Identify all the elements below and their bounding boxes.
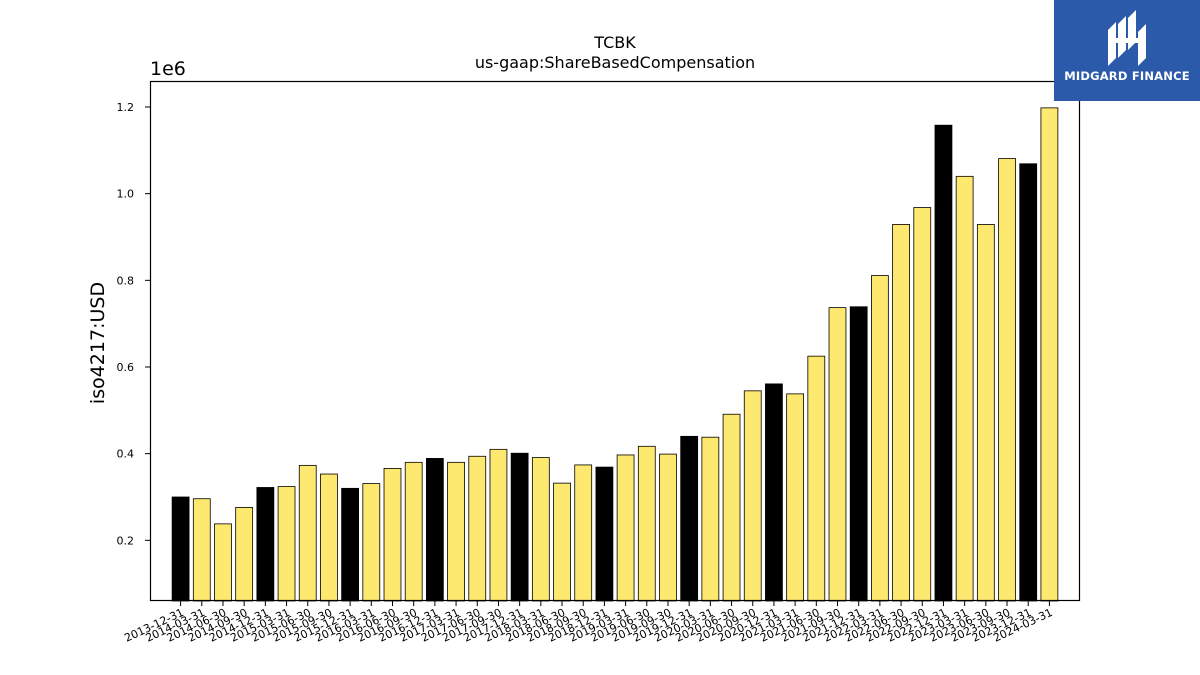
bar-2020-06-30 — [722, 413, 741, 602]
bar-2023-06-30 — [976, 224, 995, 602]
bar-2018-09-30 — [574, 464, 593, 602]
bar-2020-03-31 — [701, 436, 720, 602]
y-axis-label: iso4217:USD — [87, 282, 109, 404]
bar-2022-09-30 — [913, 207, 932, 602]
y-tick-label: 0.4 — [117, 448, 135, 461]
bar-2018-12-31 — [595, 466, 614, 602]
bar-2021-06-30 — [807, 355, 826, 602]
bar-2024-03-31 — [1040, 107, 1059, 602]
bar-2020-09-30 — [743, 390, 762, 602]
bar-2015-09-30 — [320, 473, 338, 602]
bars-group — [171, 107, 1059, 602]
bar-2022-12-31 — [934, 124, 953, 602]
bar-2022-03-31 — [871, 275, 889, 602]
bar-2017-09-30 — [489, 448, 508, 602]
bar-2016-12-31 — [425, 458, 444, 602]
bar-2015-06-30 — [298, 464, 317, 602]
y-tick-label: 1.0 — [117, 188, 135, 201]
bar-2021-03-31 — [786, 393, 804, 602]
bar-2017-06-30 — [468, 455, 487, 602]
y-offset-label: 1e6 — [150, 58, 186, 80]
bar-2018-03-31 — [531, 457, 550, 602]
bar-2018-06-30 — [553, 482, 571, 602]
bar-2019-03-31 — [616, 454, 635, 602]
y-tick-label: 0.2 — [117, 534, 135, 547]
bar-2014-09-30 — [235, 506, 254, 602]
brand-name: MIDGARD FINANCE — [1064, 69, 1190, 83]
bar-2015-03-31 — [277, 486, 296, 602]
chart-title: TCBK — [593, 33, 636, 52]
bar-2014-03-31 — [192, 498, 211, 602]
x-axis: 2013-12-312014-03-312014-06-302014-09-30… — [122, 601, 1055, 645]
bar-2020-12-31 — [765, 383, 783, 602]
y-tick-label: 0.6 — [117, 361, 135, 374]
bar-2016-03-31 — [362, 483, 381, 602]
bar-2015-12-31 — [341, 487, 359, 602]
y-tick-label: 1.2 — [117, 101, 135, 114]
bar-2021-12-31 — [849, 306, 868, 602]
bar-2023-03-31 — [955, 175, 974, 602]
midgard-logo-icon — [1108, 10, 1146, 66]
plot-frame — [149, 80, 1081, 602]
bar-2017-03-31 — [447, 461, 465, 602]
bar-2013-12-31 — [171, 496, 190, 602]
bar-2023-12-31 — [1019, 163, 1038, 602]
bar-2016-09-30 — [404, 461, 423, 602]
bar-2019-09-30 — [659, 453, 677, 602]
bar-2014-06-30 — [214, 523, 232, 602]
bar-2021-09-30 — [828, 307, 847, 602]
bar-2022-06-30 — [892, 224, 910, 602]
bar-2017-12-31 — [510, 452, 529, 602]
bar-2016-06-30 — [383, 467, 402, 602]
y-axis: 0.2 0.4 0.6 0.8 1.0 1.2 — [117, 101, 150, 547]
y-tick-label: 0.8 — [117, 274, 135, 287]
bar-2019-12-31 — [680, 435, 699, 602]
bar-2023-09-30 — [998, 158, 1016, 602]
chart-subtitle: us-gaap:ShareBasedCompensation — [475, 53, 755, 72]
brand-logo: MIDGARD FINANCE — [1054, 0, 1200, 101]
bar-2014-12-31 — [256, 487, 275, 602]
bar-2019-06-30 — [637, 445, 656, 602]
